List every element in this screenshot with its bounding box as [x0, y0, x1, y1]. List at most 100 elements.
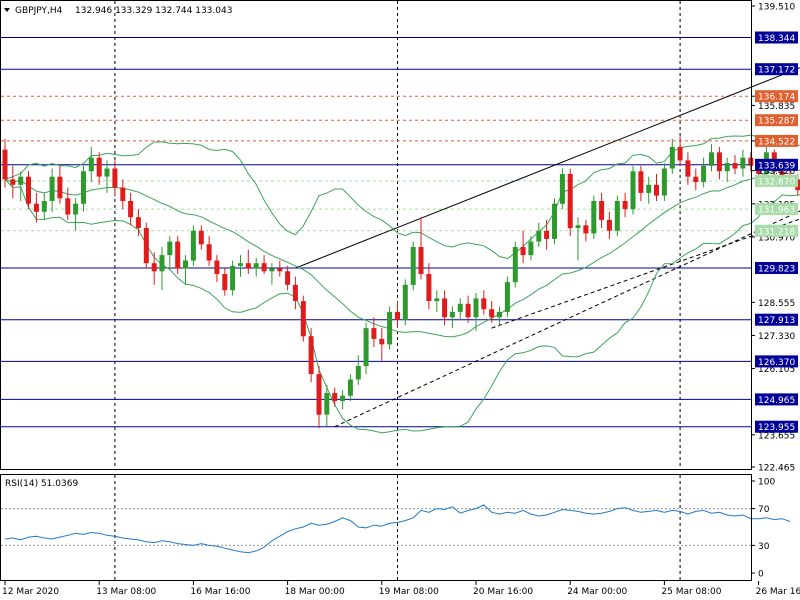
candle[interactable]: [292, 276, 298, 310]
candle[interactable]: [504, 276, 510, 318]
candle[interactable]: [387, 306, 393, 350]
candle[interactable]: [49, 168, 55, 212]
candle[interactable]: [606, 211, 612, 239]
candle[interactable]: [685, 152, 691, 185]
candle[interactable]: [190, 225, 196, 266]
candle[interactable]: [489, 301, 495, 323]
candle[interactable]: [363, 322, 369, 375]
candle[interactable]: [269, 263, 275, 285]
candle[interactable]: [410, 241, 416, 291]
candle[interactable]: [316, 366, 322, 429]
candle[interactable]: [583, 219, 589, 242]
candle[interactable]: [426, 263, 432, 310]
candle[interactable]: [10, 165, 16, 199]
candle[interactable]: [457, 298, 463, 320]
candle[interactable]: [701, 157, 707, 188]
candle[interactable]: [245, 249, 251, 274]
candle[interactable]: [340, 390, 346, 410]
candle[interactable]: [520, 230, 526, 264]
candle[interactable]: [473, 293, 479, 331]
candle[interactable]: [379, 328, 385, 361]
candle[interactable]: [41, 192, 47, 220]
candle[interactable]: [630, 165, 636, 215]
candle[interactable]: [418, 217, 424, 280]
candle[interactable]: [135, 209, 141, 237]
main-plot-area[interactable]: [0, 0, 752, 470]
candle[interactable]: [748, 152, 754, 172]
trendline-2[interactable]: [491, 128, 800, 329]
candle[interactable]: [552, 198, 557, 245]
candle[interactable]: [230, 260, 236, 296]
candle[interactable]: [355, 355, 361, 385]
candle[interactable]: [332, 387, 338, 407]
candle[interactable]: [206, 236, 212, 266]
candle[interactable]: [57, 165, 63, 204]
candle[interactable]: [567, 168, 573, 237]
candle[interactable]: [300, 295, 306, 342]
candle[interactable]: [402, 279, 408, 326]
candle[interactable]: [434, 290, 440, 312]
candle[interactable]: [222, 268, 228, 296]
candle[interactable]: [614, 195, 620, 237]
candle[interactable]: [512, 241, 518, 288]
candle[interactable]: [88, 146, 94, 183]
candle[interactable]: [716, 146, 722, 180]
trendline-0[interactable]: [295, 6, 800, 269]
candle[interactable]: [347, 374, 353, 402]
candle[interactable]: [622, 192, 628, 218]
candle[interactable]: [104, 160, 110, 193]
candle[interactable]: [709, 144, 714, 172]
candle[interactable]: [120, 179, 126, 210]
candle[interactable]: [599, 192, 605, 228]
candle[interactable]: [442, 290, 448, 326]
candle[interactable]: [536, 222, 542, 247]
candle[interactable]: [112, 160, 118, 196]
candle[interactable]: [33, 192, 39, 223]
candle[interactable]: [277, 260, 283, 277]
candle[interactable]: [261, 255, 267, 274]
trendline-1[interactable]: [334, 85, 800, 428]
candle[interactable]: [528, 236, 534, 261]
candle[interactable]: [128, 192, 134, 226]
candle[interactable]: [159, 247, 165, 291]
candle[interactable]: [559, 168, 565, 210]
candle[interactable]: [285, 265, 291, 291]
candle[interactable]: [198, 225, 204, 250]
candle[interactable]: [654, 174, 659, 201]
candle[interactable]: [183, 255, 188, 285]
candle[interactable]: [26, 171, 31, 210]
candle[interactable]: [18, 171, 24, 201]
rsi-plot-area[interactable]: [0, 474, 752, 581]
dropdown-triangle-icon[interactable]: [4, 8, 10, 12]
candle[interactable]: [693, 168, 699, 191]
candle[interactable]: [2, 138, 8, 188]
candle[interactable]: [371, 317, 377, 348]
candle[interactable]: [481, 290, 487, 315]
candle[interactable]: [65, 187, 71, 220]
candle[interactable]: [732, 155, 738, 174]
candle[interactable]: [81, 165, 86, 212]
candle[interactable]: [465, 295, 471, 323]
candle[interactable]: [661, 163, 667, 201]
candle[interactable]: [575, 217, 581, 261]
candle[interactable]: [638, 165, 644, 201]
candle[interactable]: [449, 306, 455, 329]
candle[interactable]: [175, 236, 181, 274]
candle[interactable]: [677, 136, 683, 166]
candle[interactable]: [151, 252, 157, 285]
candle[interactable]: [238, 255, 243, 277]
candle[interactable]: [73, 198, 79, 231]
candle[interactable]: [724, 157, 730, 183]
candle[interactable]: [96, 152, 102, 185]
candle[interactable]: [167, 236, 173, 269]
candle[interactable]: [214, 255, 220, 283]
candle[interactable]: [544, 219, 550, 250]
candle[interactable]: [308, 328, 314, 383]
candle[interactable]: [646, 176, 652, 204]
candle[interactable]: [395, 301, 400, 329]
candle[interactable]: [591, 195, 597, 239]
candle[interactable]: [497, 306, 502, 326]
candle[interactable]: [669, 138, 675, 174]
candle[interactable]: [324, 384, 330, 427]
